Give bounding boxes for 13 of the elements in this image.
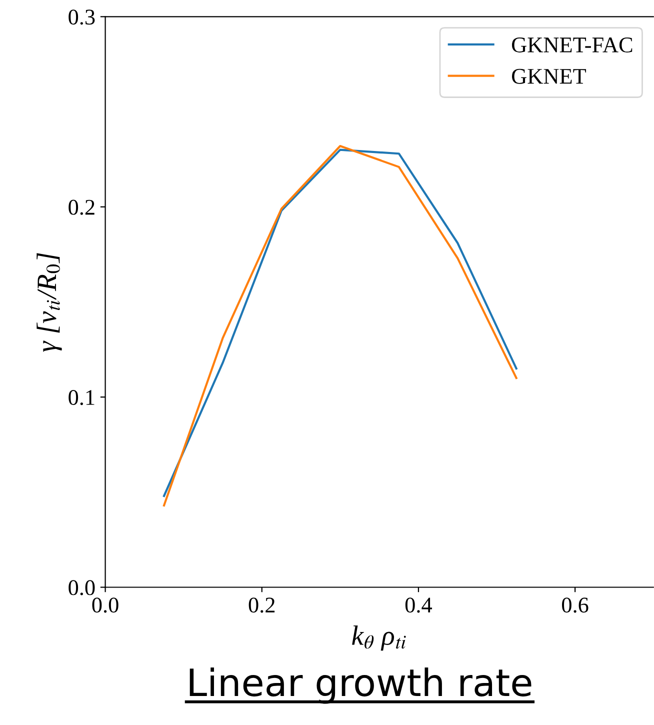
x-tick-label: 0.4 [405, 598, 432, 613]
x-tick-label: 0.2 [248, 598, 275, 613]
y-tick-label: 0.2 [68, 200, 94, 215]
y-tick-label: 0.3 [68, 10, 95, 25]
y-axis-title: γ [v$_{ti}$/R$_{0}$] [36, 253, 62, 352]
legend-label: GKNET [512, 68, 586, 84]
y-tick-label: 0.1 [68, 390, 94, 406]
x-axis-title: k$_{θ}$ ρ$_{ti}$ [352, 625, 406, 651]
x-tick-label: 0.0 [92, 598, 118, 613]
y-tick-label: 0.0 [68, 580, 95, 596]
legend-label: GKNET-FAC [512, 38, 632, 52]
text: Linear growth rate [190, 668, 532, 704]
x-tick-label: 0.6 [562, 598, 588, 613]
